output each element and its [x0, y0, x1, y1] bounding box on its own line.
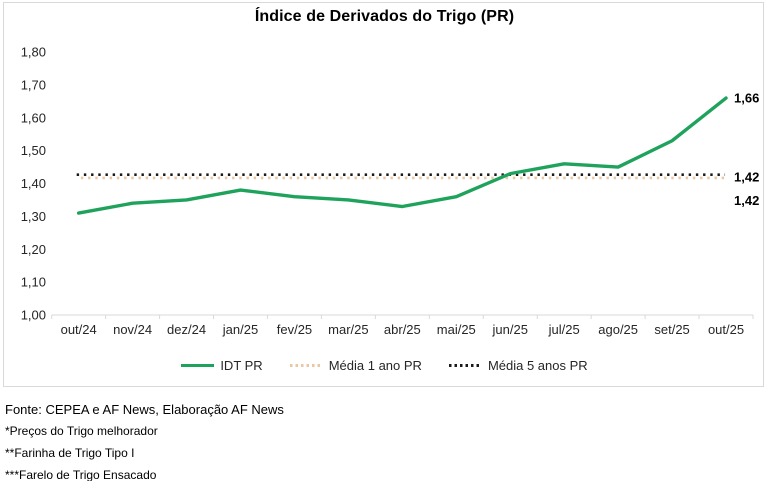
svg-text:1,30: 1,30 [21, 209, 46, 224]
chart-title: Índice de Derivados do Trigo (PR) [254, 8, 515, 25]
svg-text:jul/25: jul/25 [548, 322, 580, 337]
svg-text:mar/25: mar/25 [328, 322, 368, 337]
svg-text:1,66: 1,66 [734, 91, 759, 106]
svg-text:1,00: 1,00 [21, 308, 46, 323]
svg-text:dez/24: dez/24 [167, 322, 206, 337]
legend-item-media-5-anos: Média 5 anos PR [448, 357, 588, 373]
svg-text:1,50: 1,50 [21, 143, 46, 158]
legend-item-media-1-ano: Média 1 ano PR [289, 357, 422, 373]
svg-text:fev/25: fev/25 [277, 322, 312, 337]
svg-text:mai/25: mai/25 [437, 322, 476, 337]
legend-label-media-5-anos: Média 5 anos PR [487, 357, 588, 373]
chart-footer: Fonte: CEPEA e AF News, Elaboração AF Ne… [5, 400, 284, 481]
svg-text:ago/25: ago/25 [598, 322, 638, 337]
svg-text:1,80: 1,80 [21, 45, 46, 60]
source-text: Fonte: CEPEA e AF News, Elaboração AF Ne… [5, 402, 284, 417]
svg-text:abr/25: abr/25 [384, 322, 421, 337]
svg-text:1,20: 1,20 [21, 242, 46, 257]
svg-text:1,60: 1,60 [21, 110, 46, 125]
svg-text:1,42: 1,42 [734, 193, 759, 208]
line-chart-plot: 1,80 1,70 1,60 1,50 1,40 1,30 1,20 1,10 1,00 out/… [21, 45, 760, 338]
legend-solid-line-swatch [181, 363, 215, 367]
svg-text:1,42: 1,42 [734, 169, 759, 184]
svg-text:out/25: out/25 [708, 322, 744, 337]
legend-label-media-1-ano: Média 1 ano PR [328, 357, 422, 373]
chart-border-frame [3, 2, 764, 387]
svg-text:1,10: 1,10 [21, 275, 46, 290]
svg-text:1,40: 1,40 [21, 176, 46, 191]
svg-text:jan/25: jan/25 [222, 322, 258, 337]
legend-label-idt-pr: IDT PR [220, 357, 263, 373]
svg-text:1,70: 1,70 [21, 77, 46, 92]
svg-text:nov/24: nov/24 [113, 322, 152, 337]
svg-text:set/25: set/25 [654, 322, 689, 337]
footnote-2: **Farinha de Trigo Tipo I [5, 446, 135, 460]
svg-text:out/24: out/24 [61, 322, 97, 337]
svg-text:jun/25: jun/25 [492, 322, 528, 337]
chart-legend: IDT PR Média 1 ano PR Média 5 anos PR [0, 356, 769, 374]
legend-dotted-tan-swatch [289, 363, 323, 367]
legend-dotted-black-swatch [448, 363, 482, 367]
footnote-3: ***Farelo de Trigo Ensacado [5, 468, 157, 481]
legend-item-idt-pr: IDT PR [181, 357, 263, 373]
footnote-1: *Preços do Trigo melhorador [5, 424, 158, 438]
